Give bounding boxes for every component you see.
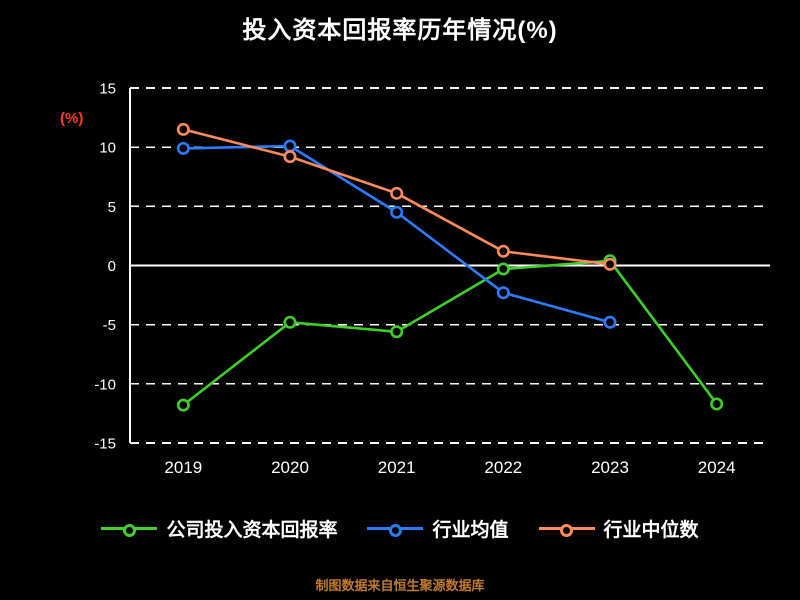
series-data-point	[176, 122, 190, 136]
series-data-point	[390, 186, 404, 200]
series-data-point	[283, 139, 297, 153]
legend-label-industry-mean: 行业均值	[432, 520, 509, 541]
chart-legend: 公司投入资本回报率 行业均值 行业中位数	[0, 515, 800, 542]
series-data-point	[496, 244, 510, 258]
y-axis-tick-label: 10	[99, 140, 116, 157]
chart-title: 投入资本回报率历年情况(%)	[242, 17, 558, 44]
chart-footer-source: 制图数据来自恒生聚源数据库	[315, 578, 485, 593]
y-axis-tick-label: 15	[99, 81, 116, 98]
series-data-point	[496, 286, 510, 300]
legend-swatch-industry-mean	[367, 523, 424, 537]
y-axis-tick-label: -10	[94, 376, 116, 393]
x-axis-tick-label: 2019	[164, 458, 202, 477]
y-axis-tick-label: 5	[108, 199, 116, 216]
x-axis-tick-label: 2023	[591, 458, 629, 477]
x-axis-tick-label: 2021	[378, 458, 416, 477]
series-data-point	[603, 315, 617, 329]
legend-item-company[interactable]: 公司投入资本回报率	[101, 515, 337, 542]
series-line	[182, 259, 718, 407]
legend-item-industry-mean[interactable]: 行业均值	[367, 515, 509, 542]
series-line	[182, 144, 612, 324]
legend-label-industry-median: 行业中位数	[603, 520, 699, 541]
y-axis-tick-label: -15	[94, 436, 116, 453]
series-data-point	[283, 315, 297, 329]
y-axis-label: (%)	[60, 110, 84, 127]
series-data-point	[283, 150, 297, 164]
series-data-point	[390, 325, 404, 339]
legend-swatch-company	[101, 523, 158, 537]
series-data-point	[710, 397, 724, 411]
x-axis-tick-label: 2024	[698, 458, 736, 477]
x-axis-tick-label: 2022	[484, 458, 522, 477]
series-data-point	[176, 398, 190, 412]
legend-label-company: 公司投入资本回报率	[166, 520, 338, 541]
series-data-point	[496, 262, 510, 276]
series-data-point	[390, 205, 404, 219]
series-data-point	[603, 257, 617, 271]
legend-item-industry-median[interactable]: 行业中位数	[538, 515, 699, 542]
series-data-point	[176, 141, 190, 155]
x-axis-tick-label: 2020	[271, 458, 309, 477]
y-axis-tick-label: 0	[108, 258, 116, 275]
y-axis-tick-label: -5	[103, 317, 116, 334]
legend-swatch-industry-median	[538, 523, 595, 537]
